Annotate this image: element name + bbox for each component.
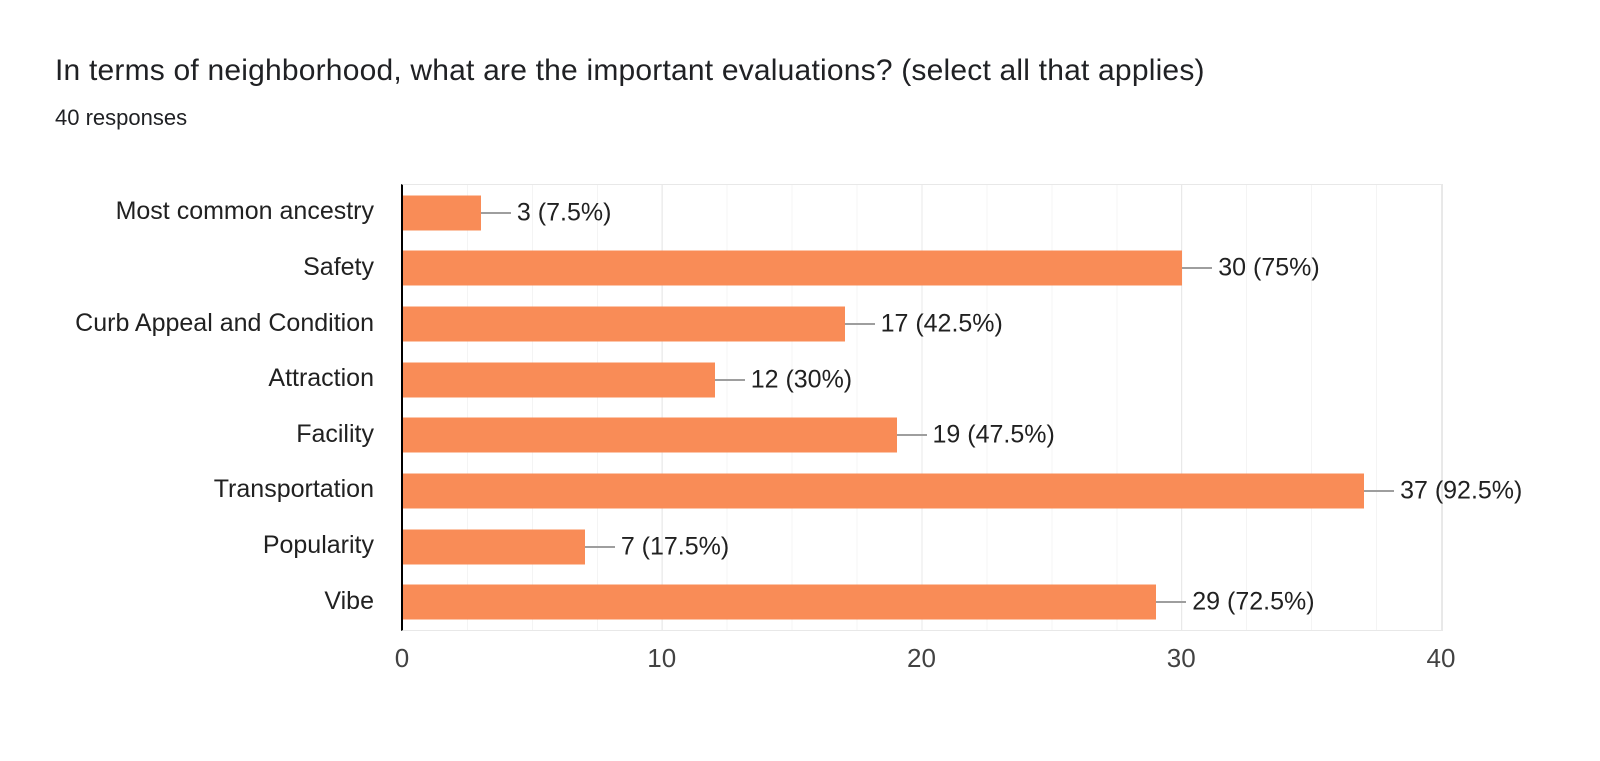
- bar-row: 30 (75%): [403, 241, 1442, 297]
- bar: [403, 529, 585, 565]
- bar-row: 12 (30%): [403, 352, 1442, 408]
- leader-line: [844, 323, 875, 326]
- leader-line: [714, 378, 745, 381]
- plot-area: 3 (7.5%) 30 (75%) 17 (42.5%) 12 (30%) 19 (47…: [401, 184, 1522, 631]
- bar-value-label: 17 (42.5%): [880, 309, 1003, 338]
- bar: [403, 362, 715, 398]
- bar-row: 3 (7.5%): [403, 185, 1442, 241]
- category-label: Attraction: [268, 364, 374, 393]
- category-label: Most common ancestry: [115, 197, 374, 226]
- category-label: Popularity: [262, 531, 374, 560]
- bar-row: 19 (47.5%): [403, 408, 1442, 464]
- bar-value-label: 12 (30%): [750, 365, 853, 394]
- leader-line: [1182, 267, 1213, 270]
- bar-row: 37 (92.5%): [403, 463, 1522, 519]
- leader-line: [584, 545, 615, 548]
- question-title: In terms of neighborhood, what are the i…: [55, 54, 1205, 87]
- bar: [403, 417, 897, 453]
- category-label: Curb Appeal and Condition: [75, 308, 374, 337]
- bar: [403, 306, 845, 342]
- category-label: Facility: [296, 419, 374, 448]
- bar: [403, 584, 1157, 620]
- response-count: 40 responses: [55, 105, 188, 130]
- bar-value-label: 3 (7.5%): [516, 198, 612, 227]
- x-tick-label: 40: [1426, 643, 1456, 673]
- bar: [403, 473, 1365, 509]
- x-tick-label: 10: [647, 643, 677, 673]
- bar-value-label: 19 (47.5%): [932, 420, 1055, 449]
- bar-row: 7 (17.5%): [403, 519, 1442, 575]
- category-label: Vibe: [324, 586, 374, 615]
- x-tick-label: 0: [394, 643, 410, 673]
- bar-row: 29 (72.5%): [403, 574, 1442, 630]
- bar: [403, 250, 1183, 286]
- x-tick-label: 30: [1166, 643, 1196, 673]
- leader-line: [896, 434, 927, 437]
- bar-value-label: 30 (75%): [1218, 253, 1320, 282]
- leader-line: [480, 211, 511, 214]
- leader-line: [1364, 489, 1395, 492]
- bar-value-label: 29 (72.5%): [1192, 587, 1315, 616]
- x-tick-label: 20: [907, 643, 936, 673]
- category-axis: Most common ancestry Safety Curb Appeal an…: [0, 184, 374, 629]
- category-label: Safety: [303, 252, 374, 281]
- bar-value-label: 37 (92.5%): [1400, 476, 1523, 505]
- leader-line: [1156, 601, 1187, 604]
- category-label: Transportation: [213, 475, 374, 504]
- bar-row: 17 (42.5%): [403, 296, 1442, 352]
- bar: [403, 195, 481, 231]
- bar-value-label: 7 (17.5%): [620, 532, 730, 561]
